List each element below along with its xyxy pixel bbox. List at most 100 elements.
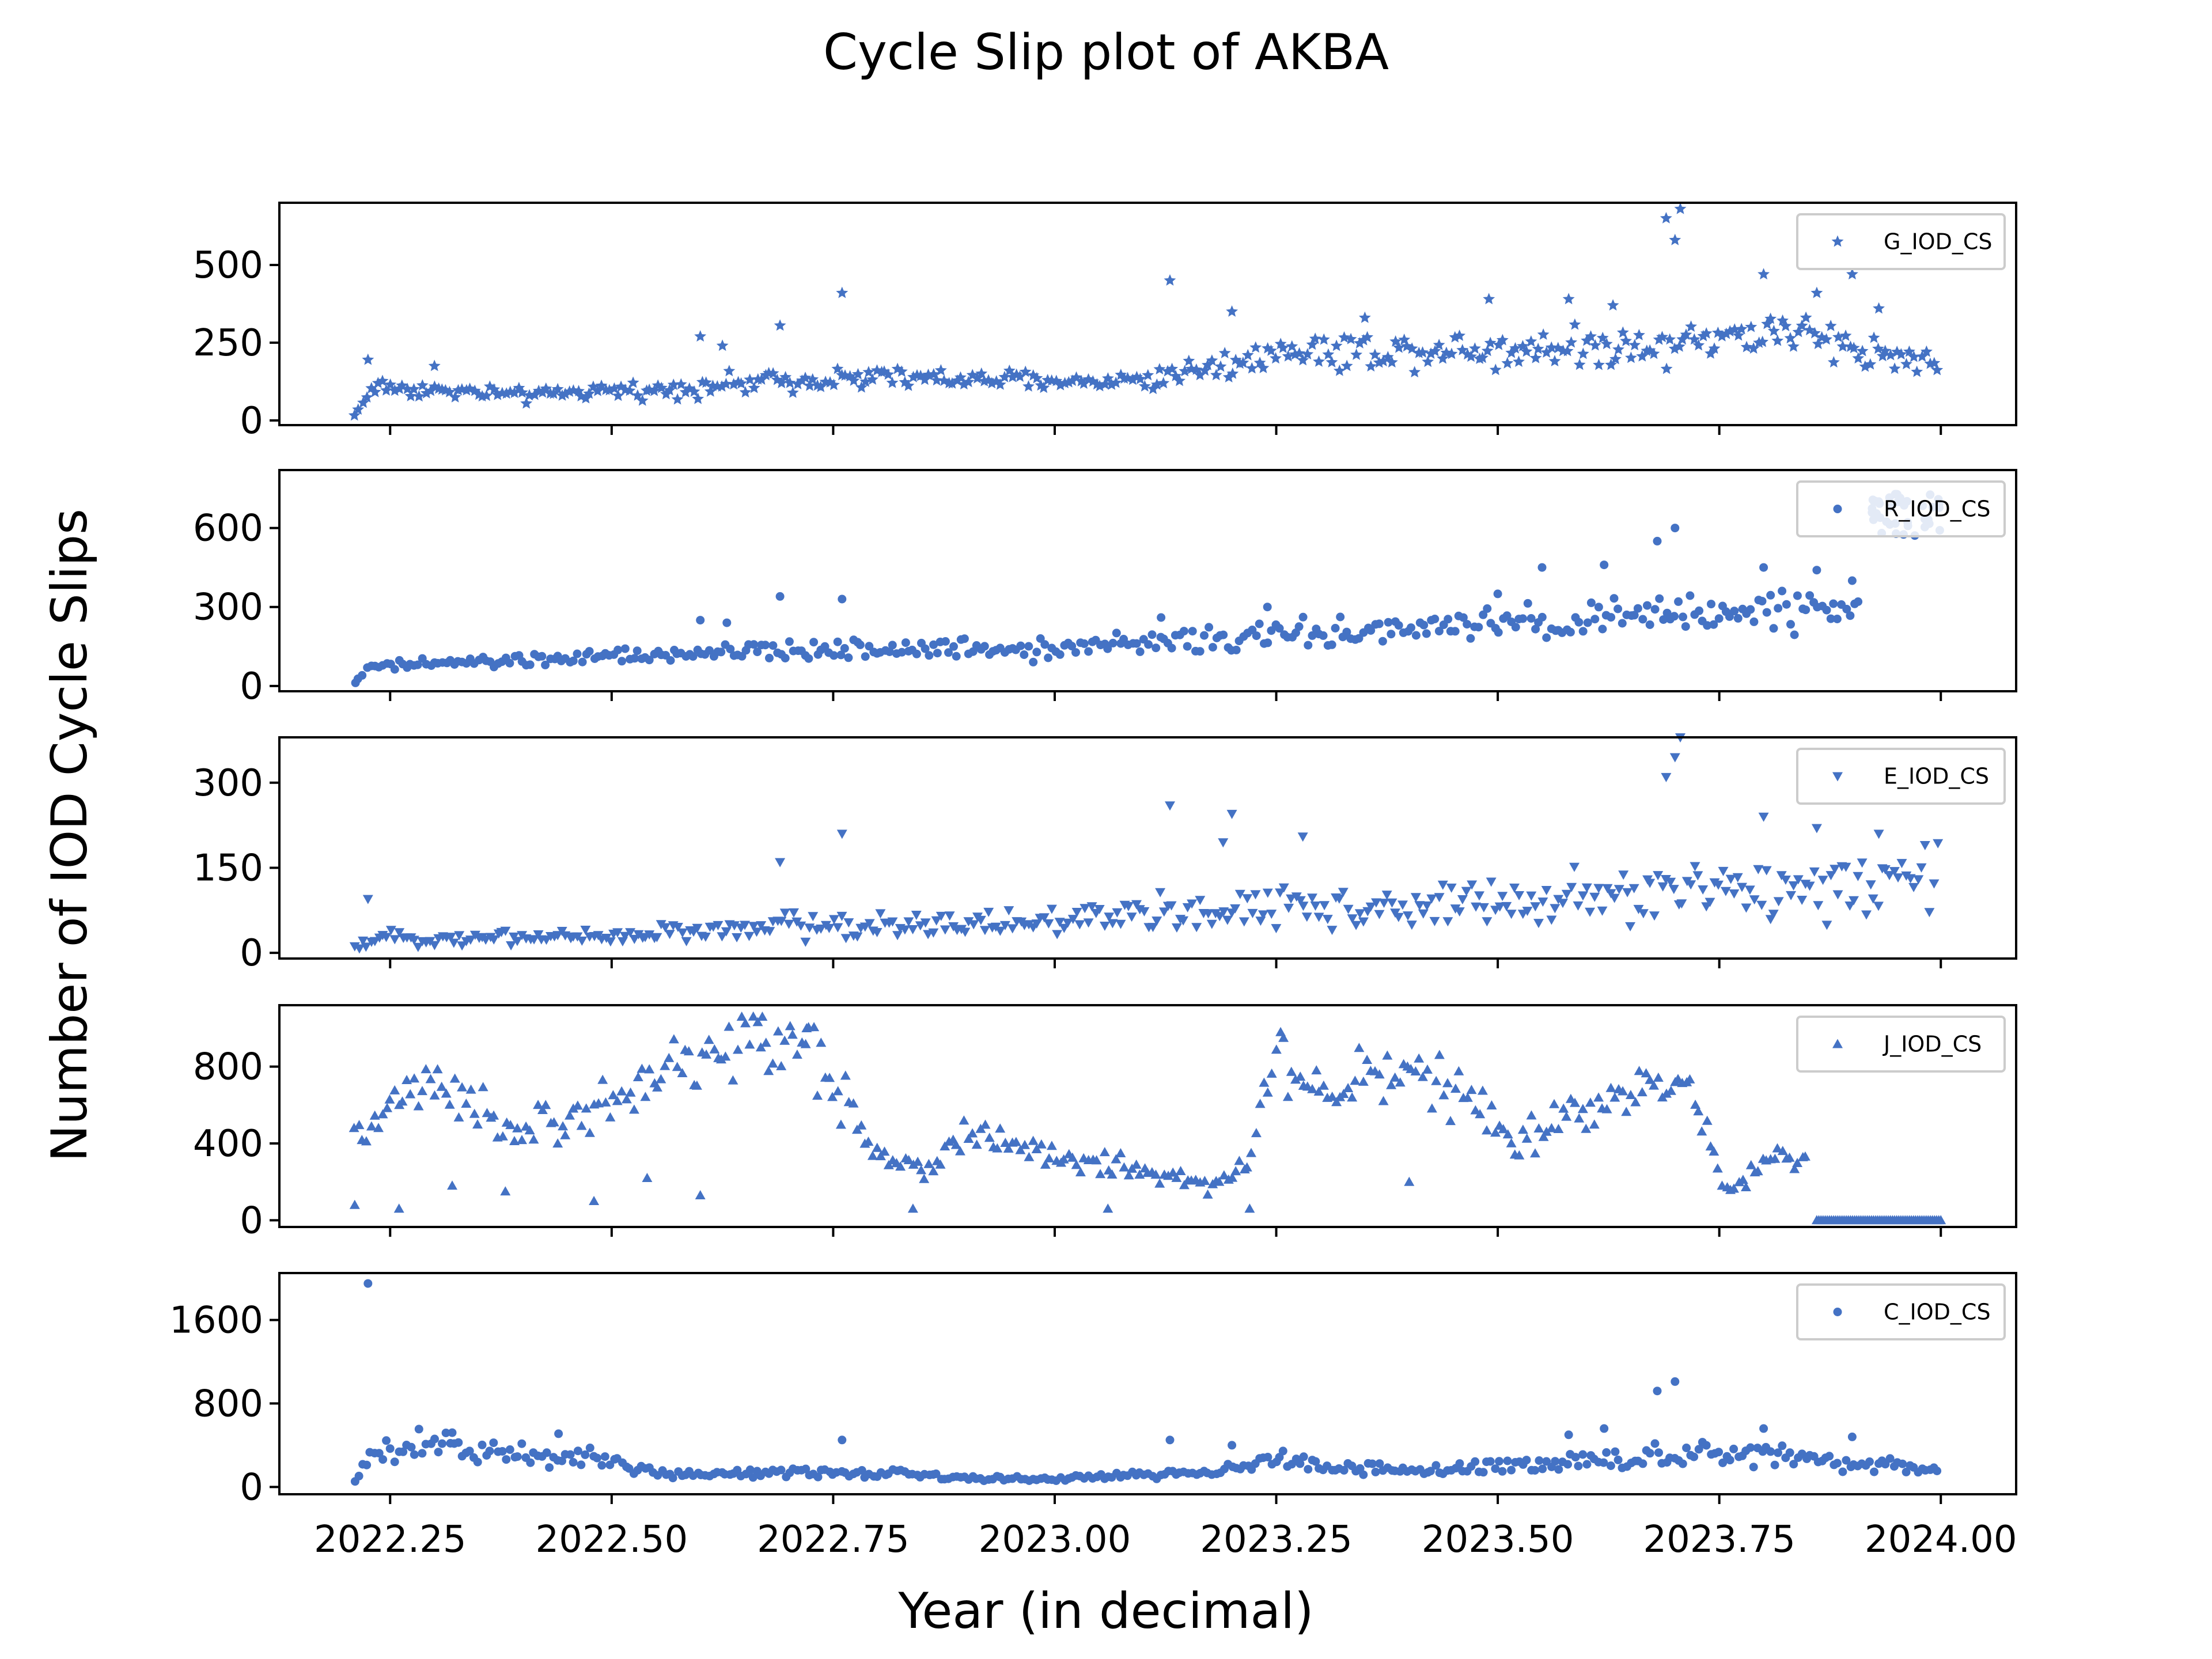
- data-point: [1263, 1453, 1272, 1461]
- data-point: [779, 908, 790, 918]
- data-point: [412, 390, 425, 402]
- data-point: [1551, 1457, 1560, 1466]
- data-point: [925, 651, 934, 660]
- data-point: [1205, 623, 1214, 632]
- data-point: [361, 942, 372, 952]
- data-point: [1585, 907, 1596, 917]
- data-point: [1503, 1456, 1512, 1465]
- data-point: [704, 385, 717, 397]
- data-point-outlier: [1759, 563, 1768, 572]
- data-point: [620, 931, 630, 941]
- data-point: [744, 373, 756, 385]
- data-point: [1006, 370, 1019, 382]
- data-point: [1238, 917, 1249, 927]
- data-point: [875, 909, 886, 919]
- data-point: [513, 1452, 522, 1461]
- data-point: [1153, 363, 1166, 374]
- data-point: [377, 1109, 388, 1119]
- data-point: [809, 638, 819, 647]
- data-point: [1933, 839, 1944, 849]
- x-tick-label: 2023.75: [1643, 1518, 1796, 1561]
- data-point: [1331, 624, 1340, 632]
- data-point: [1606, 1461, 1615, 1470]
- data-point: [1554, 1465, 1563, 1474]
- data-point: [1496, 334, 1509, 346]
- data-point: [1574, 1461, 1583, 1471]
- data-point: [1782, 600, 1791, 609]
- data-point: [1506, 1138, 1517, 1147]
- data-point: [577, 936, 588, 946]
- data-point: [1179, 1180, 1190, 1190]
- data-point: [1730, 607, 1739, 616]
- data-point: [551, 382, 564, 395]
- data-point: [1408, 366, 1421, 378]
- data-point: [903, 917, 914, 927]
- data-point: [1905, 874, 1916, 884]
- data-point: [1247, 908, 1258, 918]
- data-point-outlier: [363, 1279, 373, 1288]
- data-point: [1393, 912, 1404, 922]
- data-point: [1139, 907, 1150, 916]
- data-point: [1636, 350, 1649, 362]
- data-point: [1252, 631, 1261, 641]
- data-point: [1382, 1050, 1393, 1060]
- data-point: [1746, 605, 1755, 614]
- data-point: [1609, 1092, 1620, 1102]
- data-point: [1010, 1137, 1021, 1146]
- data-point: [1574, 1113, 1585, 1123]
- data-point: [625, 1087, 636, 1097]
- data-point: [963, 917, 974, 927]
- data-point: [1003, 1143, 1014, 1153]
- data-point: [796, 921, 806, 931]
- data-point: [1378, 1096, 1389, 1105]
- data-point-outlier: [1847, 576, 1857, 585]
- data-point: [1774, 1448, 1782, 1457]
- data-point: [444, 1099, 455, 1109]
- data-point: [1301, 348, 1314, 359]
- data-point: [1825, 1452, 1834, 1461]
- data-point: [1313, 1086, 1324, 1096]
- data-point: [940, 925, 950, 935]
- data-point: [944, 648, 953, 657]
- data-point: [940, 1141, 950, 1151]
- data-point-outlier: [1873, 830, 1884, 839]
- data-point: [1271, 1044, 1282, 1054]
- data-point: [417, 1086, 427, 1096]
- data-point: [1702, 1441, 1711, 1450]
- data-point: [879, 1146, 890, 1156]
- data-point: [1107, 1169, 1118, 1179]
- data-point: [1657, 882, 1668, 892]
- data-point: [1796, 319, 1808, 331]
- data-point: [1542, 1457, 1551, 1466]
- data-point: [1354, 909, 1365, 919]
- data-point: [748, 1473, 757, 1482]
- data-point: [1455, 1459, 1464, 1468]
- data-point: [1511, 623, 1520, 632]
- data-point: [804, 379, 816, 391]
- data-point: [457, 941, 468, 951]
- data-point: [1214, 360, 1227, 372]
- data-point: [568, 1103, 579, 1113]
- data-point: [1203, 909, 1214, 919]
- data-point: [1374, 619, 1384, 628]
- data-point: [1330, 339, 1343, 351]
- data-point: [1147, 630, 1157, 639]
- data-point: [804, 654, 813, 663]
- data-point: [786, 386, 799, 398]
- data-point: [907, 925, 918, 934]
- data-point: [935, 911, 946, 921]
- series-J_IOD_CS: [349, 1011, 1946, 1225]
- data-point: [1725, 874, 1736, 884]
- data-point: [1262, 888, 1273, 898]
- data-point: [1309, 332, 1321, 344]
- data-point: [399, 1447, 408, 1456]
- data-point: [1478, 903, 1489, 912]
- data-point: [482, 1108, 493, 1118]
- data-point: [1032, 647, 1041, 657]
- data-point: [1394, 621, 1403, 630]
- data-point: [1232, 645, 1241, 654]
- data-point: [1868, 331, 1880, 343]
- data-point: [1756, 335, 1769, 347]
- data-point: [416, 379, 429, 391]
- data-point: [1578, 891, 1588, 901]
